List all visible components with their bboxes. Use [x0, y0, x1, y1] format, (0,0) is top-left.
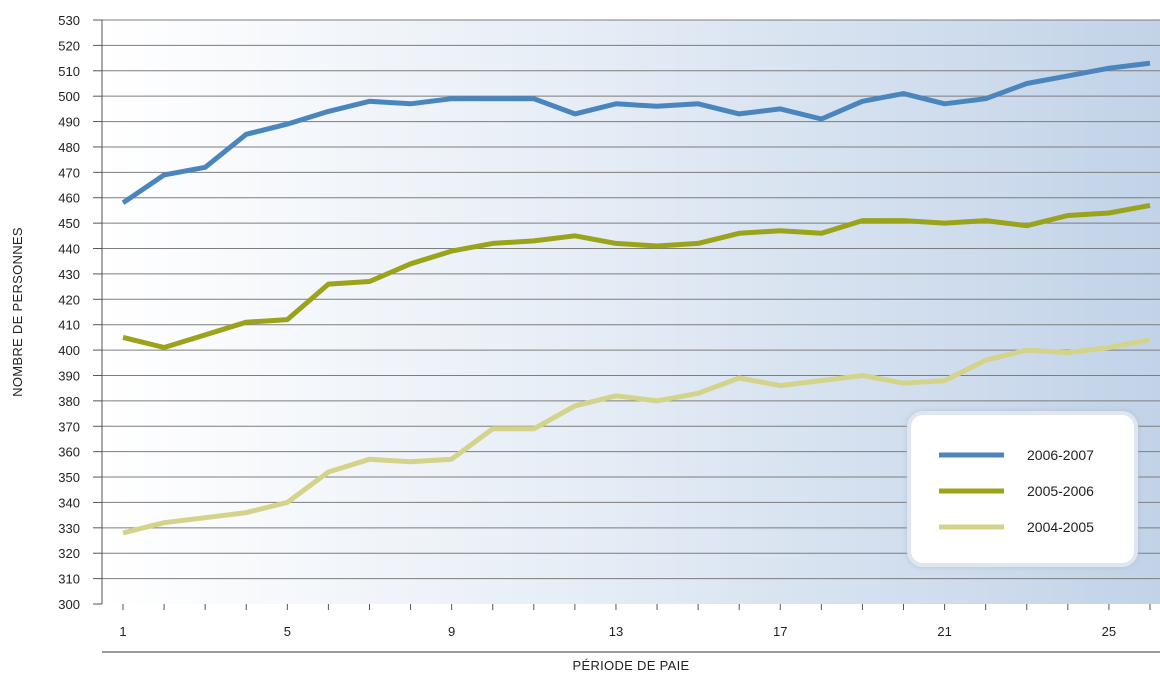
- y-tick-label: 450: [58, 216, 80, 231]
- y-tick-label: 400: [58, 343, 80, 358]
- legend-label: 2004-2005: [1027, 519, 1094, 535]
- y-tick-label: 520: [58, 38, 80, 53]
- x-axis-title: PÉRIODE DE PAIE: [573, 658, 690, 673]
- x-tick-label: 9: [448, 624, 455, 639]
- series-line-2006-2007: [121, 60, 1151, 205]
- y-tick-label: 470: [58, 165, 80, 180]
- x-tick-label: 5: [284, 624, 291, 639]
- y-tick-label: 300: [58, 597, 80, 612]
- y-tick-label: 440: [58, 242, 80, 257]
- x-tick-label: 21: [937, 624, 951, 639]
- legend-label: 2006-2007: [1027, 447, 1094, 463]
- x-tick-label: 17: [773, 624, 787, 639]
- y-tick-label: 530: [58, 13, 80, 28]
- legend: 2006-2007 2005-2006 2004-2005: [907, 411, 1138, 567]
- y-tick-label: 430: [58, 267, 80, 282]
- y-tick-label: 460: [58, 191, 80, 206]
- x-tick-label: 13: [609, 624, 623, 639]
- y-tick-label: 410: [58, 318, 80, 333]
- y-tick-label: 340: [58, 495, 80, 510]
- y-tick-label: 360: [58, 445, 80, 460]
- y-tick-label: 380: [58, 394, 80, 409]
- x-tick-label: 25: [1102, 624, 1116, 639]
- y-tick-label: 350: [58, 470, 80, 485]
- y-tick-label: 490: [58, 115, 80, 130]
- y-tick-label: 500: [58, 89, 80, 104]
- series-lines: [121, 60, 1151, 536]
- legend-label: 2005-2006: [1027, 483, 1094, 499]
- gridlines: [102, 19, 1160, 580]
- series-line-2004-2005: [122, 337, 1151, 536]
- x-tick-label: 1: [119, 624, 126, 639]
- y-tick-label: 480: [58, 140, 80, 155]
- series-line-2005-2006: [122, 202, 1151, 350]
- y-tick-label: 420: [58, 292, 80, 307]
- y-tick-label: 390: [58, 368, 80, 383]
- y-axis-title: NOMBRE DE PERSONNES: [10, 227, 25, 397]
- y-tick-label: 370: [58, 419, 80, 434]
- y-tick-label: 510: [58, 64, 80, 79]
- y-axis: 300 310 320 330 340 350 360 370 380 390 400 410 420 4…: [58, 13, 103, 612]
- y-tick-label: 310: [58, 572, 80, 587]
- y-tick-label: 330: [58, 521, 80, 536]
- x-axis: 1 5 9 13 17 21 25: [119, 604, 1151, 639]
- y-tick-label: 320: [58, 546, 80, 561]
